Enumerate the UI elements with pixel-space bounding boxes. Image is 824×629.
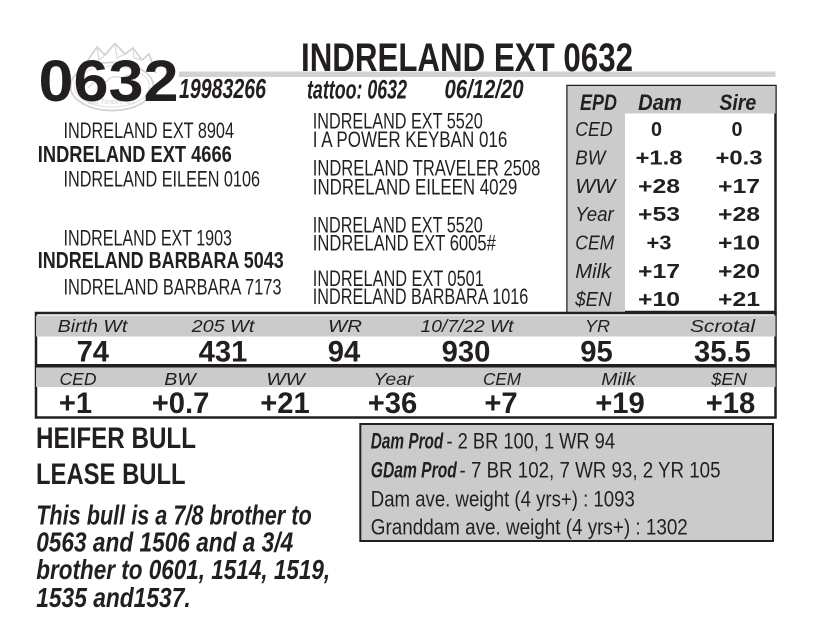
- svg-text:+10: +10: [718, 232, 760, 255]
- svg-text:I A POWER KEYBAN 016: I A POWER KEYBAN 016: [313, 127, 508, 152]
- svg-text:+10: +10: [638, 288, 680, 311]
- svg-text:Big Timber, MT: Big Timber, MT: [88, 99, 136, 106]
- svg-text:$EN: $EN: [710, 369, 747, 389]
- svg-text:Birth Wt: Birth Wt: [58, 316, 129, 336]
- svg-text:WW: WW: [575, 176, 617, 198]
- svg-text:35.5: 35.5: [694, 337, 751, 369]
- svg-text:WW: WW: [266, 369, 307, 389]
- svg-text:+1.8: +1.8: [636, 147, 683, 170]
- svg-text:CED: CED: [575, 119, 612, 141]
- svg-text:Year: Year: [374, 369, 415, 389]
- svg-text:10/7/22 Wt: 10/7/22 Wt: [421, 316, 515, 336]
- svg-text:LEASE BULL: LEASE BULL: [36, 458, 186, 491]
- svg-text:INDRELAND EILEEN 0106: INDRELAND EILEEN 0106: [64, 166, 261, 191]
- svg-text:INDRELAND TRAVELER 2508: INDRELAND TRAVELER 2508: [313, 155, 541, 180]
- svg-text:INDRELAND EXT 5520: INDRELAND EXT 5520: [313, 108, 483, 133]
- svg-text:+21: +21: [718, 288, 760, 311]
- svg-text:CEM: CEM: [575, 233, 614, 255]
- svg-text:CED: CED: [60, 369, 97, 389]
- svg-text:INDRELAND BARBARA 1016: INDRELAND BARBARA 1016: [313, 284, 529, 309]
- svg-text:95: 95: [580, 337, 612, 369]
- svg-text:0563 and 1506 and a 3/4: 0563 and 1506 and a 3/4: [36, 527, 293, 558]
- svg-text:This bull is a 7/8 brother to: This bull is a 7/8 brother to: [36, 499, 312, 530]
- svg-text:- 7 BR 102, 7 WR 93, 2 YR 105: - 7 BR 102, 7 WR 93, 2 YR 105: [460, 458, 721, 483]
- svg-text:0632: 0632: [39, 49, 179, 114]
- svg-text:431: 431: [199, 337, 248, 369]
- svg-text:- 2 BR 100, 1 WR 94: - 2 BR 100, 1 WR 94: [447, 429, 616, 454]
- svg-text:CEM: CEM: [483, 369, 521, 389]
- svg-text:GDam Prod: GDam Prod: [371, 458, 457, 483]
- svg-text:INDRELAND EILEEN 4029: INDRELAND EILEEN 4029: [313, 174, 518, 199]
- svg-text:+20: +20: [718, 260, 760, 283]
- svg-text:INDRELAND EXT 8904: INDRELAND EXT 8904: [64, 118, 235, 143]
- svg-text:WR: WR: [328, 316, 362, 336]
- svg-text:+3: +3: [647, 232, 672, 255]
- svg-text:INDRELAND BARBARA 7173: INDRELAND BARBARA 7173: [64, 274, 282, 299]
- svg-text:BW: BW: [575, 148, 607, 170]
- svg-text:INDRELAND EXT 0501: INDRELAND EXT 0501: [313, 266, 484, 291]
- svg-text:+1: +1: [59, 388, 92, 420]
- svg-text:+36: +36: [368, 388, 418, 420]
- svg-text:Dam: Dam: [638, 90, 682, 115]
- svg-text:Granddam ave. weight (4 yrs+): Granddam ave. weight (4 yrs+) : 1302: [371, 515, 688, 540]
- svg-text:INDRELAND BARBARA 5043: INDRELAND BARBARA 5043: [38, 247, 284, 273]
- svg-text:INDRELAND EXT 0632: INDRELAND EXT 0632: [301, 36, 633, 80]
- svg-text:HEIFER BULL: HEIFER BULL: [36, 422, 196, 455]
- svg-text:+28: +28: [718, 203, 760, 226]
- svg-text:INDRELAND EXT 5520: INDRELAND EXT 5520: [313, 212, 483, 237]
- svg-text:1535 and1537.: 1535 and1537.: [36, 582, 191, 613]
- svg-text:+18: +18: [706, 388, 756, 420]
- svg-text:YR: YR: [585, 316, 610, 336]
- svg-text:+0.3: +0.3: [716, 147, 763, 170]
- svg-text:Scrotal: Scrotal: [690, 316, 756, 336]
- svg-text:brother to 0601, 1514, 1519,: brother to 0601, 1514, 1519,: [36, 554, 330, 585]
- svg-text:tattoo: 0632: tattoo: 0632: [307, 74, 407, 104]
- svg-text:+17: +17: [638, 260, 680, 283]
- svg-text:+0.7: +0.7: [152, 388, 210, 420]
- svg-text:0: 0: [732, 118, 743, 141]
- svg-text:BW: BW: [164, 369, 198, 389]
- svg-text:94: 94: [328, 337, 361, 369]
- svg-text:+53: +53: [638, 203, 680, 226]
- svg-text:+19: +19: [595, 388, 645, 420]
- svg-text:EPD: EPD: [580, 90, 617, 115]
- svg-text:205 Wt: 205 Wt: [190, 316, 255, 336]
- svg-text:Dam ave. weight (4 yrs+) : 109: Dam ave. weight (4 yrs+) : 1093: [371, 487, 635, 512]
- svg-text:930: 930: [442, 337, 491, 369]
- svg-text:INDRELAND EXT 6005#: INDRELAND EXT 6005#: [313, 231, 497, 256]
- svg-text:$EN: $EN: [574, 289, 612, 311]
- svg-text:06/12/20: 06/12/20: [445, 76, 525, 104]
- svg-text:+7: +7: [484, 388, 517, 420]
- svg-text:0: 0: [651, 118, 662, 141]
- svg-text:+28: +28: [638, 175, 680, 198]
- svg-text:Dam Prod: Dam Prod: [371, 429, 444, 454]
- svg-text:19983266: 19983266: [179, 73, 266, 104]
- svg-text:Milk: Milk: [575, 261, 612, 283]
- svg-text:+17: +17: [718, 175, 760, 198]
- svg-text:INDRELAND EXT 1903: INDRELAND EXT 1903: [64, 225, 233, 250]
- svg-text:INDRELAND EXT 4666: INDRELAND EXT 4666: [38, 141, 232, 167]
- svg-text:Sire: Sire: [719, 90, 756, 115]
- svg-text:+21: +21: [260, 388, 310, 420]
- svg-text:Year: Year: [575, 204, 615, 226]
- svg-text:74: 74: [77, 337, 110, 369]
- svg-text:Milk: Milk: [601, 369, 637, 389]
